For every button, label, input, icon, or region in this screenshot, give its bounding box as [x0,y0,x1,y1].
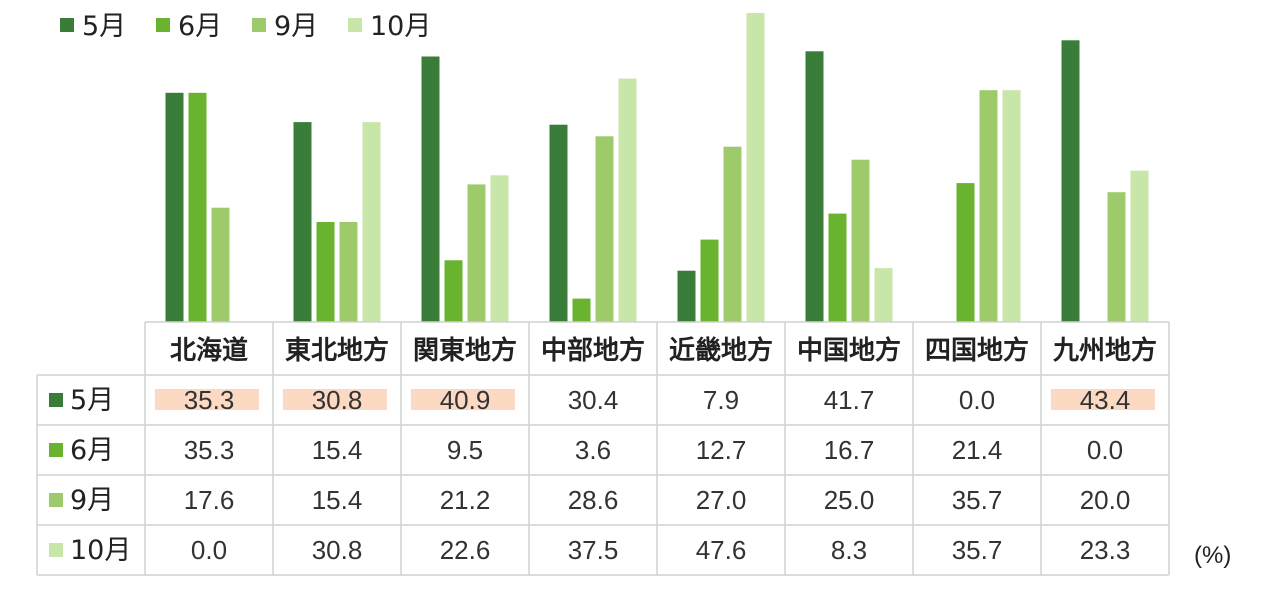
cell-value-4-4: 37.5 [568,535,619,565]
bar-4-2 [362,122,381,322]
cell-value-4-6: 8.3 [831,535,867,565]
cell-value-1-8: 43.4 [1080,385,1131,415]
bar-3-2 [339,222,358,322]
cell-value-4-2: 30.8 [312,535,363,565]
cell-value-3-3: 21.2 [440,485,491,515]
row-key-4 [49,543,63,557]
legend-label-4: 10月 [370,11,431,42]
highlight-cell-1 [155,389,259,410]
cell-value-2-5: 12.7 [696,435,747,465]
cell-value-4-8: 23.3 [1080,535,1131,565]
bar-4-4 [618,78,637,322]
row-label-4: 10月 [70,535,131,566]
legend-label-2: 6月 [178,11,222,42]
category-label-3: 関東地方 [413,335,517,366]
legend-key-4 [348,18,362,32]
bar-1-1 [165,92,184,322]
bar-1-3 [421,56,440,322]
cell-value-2-3: 9.5 [447,435,483,465]
bar-4-8 [1130,170,1149,322]
cell-value-3-1: 17.6 [184,485,235,515]
bar-3-3 [467,184,486,322]
category-label-1: 北海道 [170,335,248,366]
row-key-1 [49,393,63,407]
cell-value-1-7: 0.0 [959,385,995,415]
cell-value-2-2: 15.4 [312,435,363,465]
bar-1-6 [805,51,824,323]
row-key-2 [49,443,63,457]
bar-1-5 [677,270,696,322]
cell-value-1-1: 35.3 [184,385,235,415]
legend-label-1: 5月 [82,11,126,42]
bar-3-6 [851,159,870,322]
cell-value-3-2: 15.4 [312,485,363,515]
row-label-2: 6月 [70,435,114,466]
unit-label: (%) [1194,542,1232,569]
bar-2-6 [828,213,847,322]
cell-value-4-7: 35.7 [952,535,1003,565]
cell-value-1-2: 30.8 [312,385,363,415]
cell-value-2-7: 21.4 [952,435,1003,465]
highlight-cell-2 [283,389,387,410]
row-label-1: 5月 [70,385,114,416]
legend-key-2 [156,18,170,32]
cell-value-1-5: 7.9 [703,385,739,415]
cell-value-3-8: 20.0 [1080,485,1131,515]
bar-1-4 [549,124,568,322]
cell-value-1-3: 40.9 [440,385,491,415]
bar-2-1 [188,92,207,322]
cell-value-3-4: 28.6 [568,485,619,515]
highlight-cell-4 [1051,389,1155,410]
bar-3-8 [1107,192,1126,322]
bar-1-8 [1061,40,1080,323]
highlight-cell-3 [411,389,515,410]
cell-value-2-8: 0.0 [1087,435,1123,465]
category-label-6: 中国地方 [797,335,901,366]
bar-4-6 [874,268,893,322]
cell-value-2-6: 16.7 [824,435,875,465]
category-label-5: 近畿地方 [669,335,773,366]
cell-value-4-3: 22.6 [440,535,491,565]
row-label-3: 9月 [70,485,114,516]
bar-4-7 [1002,90,1021,322]
category-label-7: 四国地方 [925,335,1029,366]
bar-2-3 [444,260,463,322]
legend-key-3 [252,18,266,32]
row-key-3 [49,493,63,507]
bar-1-2 [293,122,312,322]
cell-value-3-6: 25.0 [824,485,875,515]
legend-label-3: 9月 [274,11,318,42]
bar-3-5 [723,146,742,322]
bar-3-4 [595,136,614,322]
cell-value-2-4: 3.6 [575,435,611,465]
bar-3-7 [979,90,998,322]
cell-value-1-4: 30.4 [568,385,619,415]
bar-4-5 [746,13,765,322]
bar-2-4 [572,298,591,322]
category-label-2: 東北地方 [285,335,389,366]
category-label-8: 九州地方 [1052,335,1157,366]
cell-value-4-1: 0.0 [191,535,227,565]
cell-value-2-1: 35.3 [184,435,235,465]
cell-value-3-7: 35.7 [952,485,1003,515]
cell-value-1-6: 41.7 [824,385,875,415]
cell-value-3-5: 27.0 [696,485,747,515]
bar-2-2 [316,222,335,322]
category-label-4: 中部地方 [541,335,645,366]
bar-3-1 [211,207,230,322]
legend-key-1 [60,18,74,32]
cell-value-4-5: 47.6 [696,535,747,565]
bar-4-3 [490,175,509,322]
bar-2-5 [700,239,719,322]
bar-2-7 [956,183,975,322]
